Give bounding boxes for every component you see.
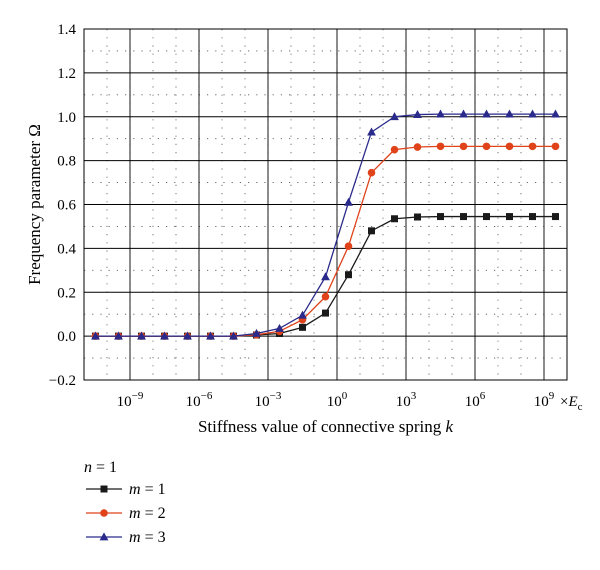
- series-1-point: [460, 213, 467, 221]
- x-tick-label: 109: [534, 390, 555, 410]
- y-tick-label: 1.4: [57, 22, 76, 38]
- y-tick-label: −0.2: [49, 373, 76, 389]
- legend-entry-1: m = 1: [86, 481, 166, 498]
- series-2-point: [413, 143, 422, 151]
- x-tick-label: 100: [327, 390, 348, 410]
- series-2-point: [367, 168, 376, 177]
- y-tick-label: 0.4: [57, 241, 76, 257]
- series-2-point: [390, 145, 399, 154]
- series-1-point: [368, 227, 375, 235]
- legend-title: n = 1: [84, 459, 117, 476]
- y-tick-label: 0.8: [57, 154, 76, 170]
- series-3-point: [436, 109, 445, 118]
- series-1-point: [506, 213, 513, 221]
- series-3-point: [413, 109, 422, 118]
- series-3-point: [528, 109, 537, 118]
- series-1-point: [414, 213, 421, 221]
- series-3-point: [344, 197, 353, 206]
- x-axis-title: Stiffness value of connective spring k: [198, 417, 454, 436]
- x-tick-labels: 10−9 10−6 10−3 100 103 106 109: [117, 390, 555, 410]
- series-3-point: [321, 272, 330, 281]
- series-3-point: [229, 331, 238, 340]
- series-3-point: [137, 331, 146, 340]
- legend-label: m = 3: [129, 529, 166, 546]
- y-tick-label: 0.2: [57, 285, 76, 301]
- y-tick-label: 1.0: [57, 110, 76, 126]
- series-3-point: [367, 127, 376, 136]
- x-tick-label: 103: [396, 390, 417, 410]
- legend-marker: [99, 532, 109, 541]
- series-3-point: [482, 109, 491, 118]
- series-1-point: [322, 309, 329, 317]
- series-2-point: [436, 142, 445, 151]
- series-3-point: [252, 328, 261, 337]
- y-tick-label: 0.0: [57, 329, 76, 345]
- plot-frame: [83, 28, 568, 381]
- series-3-point: [551, 109, 560, 118]
- legend-label: m = 2: [129, 505, 166, 522]
- series-1-point: [299, 323, 306, 331]
- series-3-point: [114, 331, 123, 340]
- x-tick-label: 10−6: [186, 390, 213, 410]
- x-tick-label: 10−9: [117, 390, 144, 410]
- y-tick-label: 0.6: [57, 198, 76, 214]
- series-1-point: [483, 213, 490, 221]
- legend-marker: [100, 485, 108, 493]
- x-tick-label: 10−3: [255, 390, 282, 410]
- series-1-point: [552, 213, 559, 221]
- series-1-point: [529, 213, 536, 221]
- x-unit-label: ×Ec: [560, 394, 583, 413]
- y-tick-label: 1.2: [57, 66, 76, 82]
- series-2-point: [321, 292, 330, 301]
- legend-marker: [100, 509, 108, 517]
- legend-entry-3: m = 3: [86, 529, 166, 546]
- series-2-point: [482, 142, 491, 151]
- series-3-point: [160, 331, 169, 340]
- series-3-point: [459, 109, 468, 118]
- series-2-point: [344, 242, 353, 250]
- series-2-line: [95, 145, 556, 337]
- series-3-point: [390, 112, 399, 121]
- legend-entry-2: m = 2: [86, 505, 166, 522]
- series-2-point: [528, 142, 537, 151]
- series-layer: [91, 109, 560, 340]
- series-3-point: [91, 331, 100, 340]
- series-1-point: [437, 213, 444, 221]
- series-3-point: [206, 331, 215, 340]
- legend-label: m = 1: [129, 481, 166, 498]
- legend: n = 1 m = 1 m = 2 m = 3: [84, 459, 166, 546]
- minor-grid: [83, 29, 568, 380]
- series-3-point: [298, 310, 307, 319]
- series-3-point: [505, 109, 514, 118]
- major-grid: [84, 28, 567, 381]
- series-2-point: [551, 142, 560, 151]
- x-tick-label: 106: [465, 390, 486, 410]
- series-2-point: [459, 142, 468, 151]
- series-3-point: [275, 323, 284, 332]
- series-1-point: [345, 271, 352, 279]
- series-1-point: [391, 215, 398, 223]
- series-2-point: [505, 142, 514, 151]
- y-tick-labels: −0.2 0.0 0.2 0.4 0.6 0.8 1.0 1.2 1.4: [49, 22, 77, 389]
- y-axis-title: Frequency parameter Ω: [25, 124, 44, 285]
- series-3-point: [183, 331, 192, 340]
- series-3: [91, 109, 560, 340]
